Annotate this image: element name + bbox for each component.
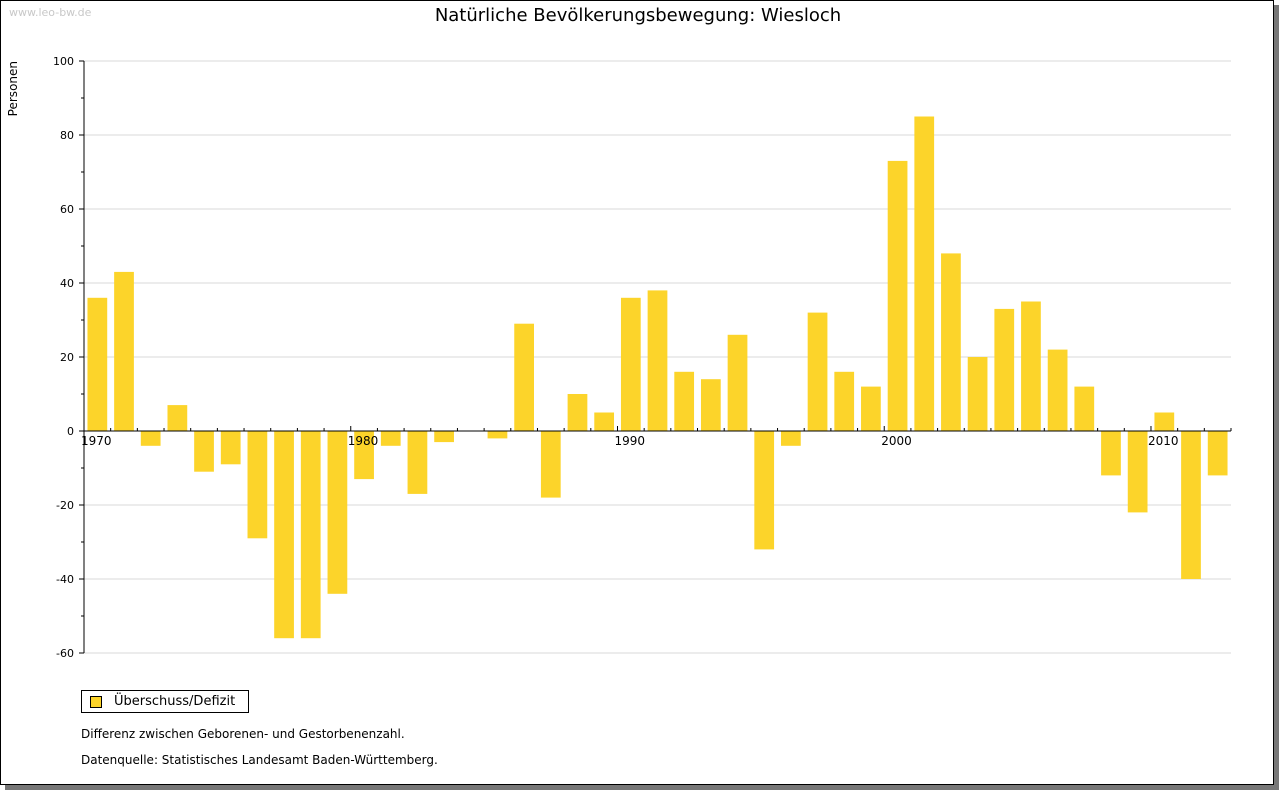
bar-2011 (1181, 431, 1201, 579)
bar-1985 (487, 431, 508, 439)
x-tick-label: 1970 (81, 434, 112, 448)
legend: Überschuss/Defizit (81, 690, 249, 713)
bar-1991 (647, 290, 668, 431)
bar-1971 (114, 271, 134, 431)
bar-1988 (567, 394, 588, 431)
bar-2005 (1021, 301, 1041, 431)
bar-2004 (994, 308, 1015, 431)
bar-1999 (861, 386, 881, 431)
bar-1993 (700, 379, 721, 431)
bar-1973 (167, 405, 188, 431)
y-axis-label: Personen (6, 61, 20, 116)
legend-label: Überschuss/Defizit (114, 694, 236, 709)
bar-2012 (1207, 431, 1228, 476)
bar-2003 (967, 357, 988, 431)
bar-1986 (514, 323, 534, 431)
bar-1990 (620, 297, 641, 431)
y-tick-label: 100 (53, 55, 74, 68)
y-tick-label: 40 (60, 277, 74, 290)
bar-1989 (594, 412, 615, 431)
chart-title: Natürliche Bevölkerungsbewegung: Wiesloc… (434, 5, 842, 26)
bar-1976 (247, 431, 268, 539)
y-tick-label: 20 (60, 351, 74, 364)
bar-2002 (941, 253, 961, 431)
y-tick-label: -40 (56, 573, 74, 586)
legend-swatch (90, 695, 102, 708)
bar-1980 (354, 431, 374, 480)
x-tick-label: 2010 (1148, 434, 1179, 448)
x-tick-label: 2000 (881, 434, 912, 448)
bar-2000 (887, 160, 908, 431)
bar-1978 (300, 431, 321, 639)
bar-1992 (674, 371, 695, 431)
bar-1983 (434, 431, 454, 443)
bar-1972 (140, 431, 161, 446)
bar-2001 (914, 116, 935, 431)
bar-1981 (380, 431, 401, 446)
bar-2007 (1074, 386, 1095, 431)
bar-2006 (1047, 349, 1068, 431)
bar-1982 (407, 431, 428, 494)
bar-1979 (327, 431, 348, 594)
bar-2010 (1154, 412, 1175, 431)
note-source: Datenquelle: Statistisches Landesamt Bad… (81, 753, 438, 767)
y-tick-label: 60 (60, 203, 74, 216)
y-tick-label: -20 (56, 499, 74, 512)
x-tick-label: 1990 (614, 434, 645, 448)
y-tick-label: 0 (67, 425, 74, 438)
y-tick-label: 80 (60, 129, 74, 142)
bar-1996 (781, 431, 801, 446)
bar-2009 (1127, 431, 1148, 513)
bar-1987 (540, 431, 561, 498)
bar-1998 (834, 371, 855, 431)
bar-1977 (274, 431, 294, 639)
x-tick-label: 1980 (348, 434, 379, 448)
bar-2008 (1101, 431, 1121, 476)
bar-1995 (754, 431, 775, 550)
bar-1994 (727, 334, 748, 431)
bar-1997 (807, 312, 828, 431)
bar-1975 (220, 431, 241, 465)
note-difference: Differenz zwischen Geborenen- und Gestor… (81, 727, 405, 741)
bar-1974 (194, 431, 214, 472)
watermark: www.leo-bw.de (9, 6, 92, 19)
bar-1970 (87, 297, 108, 431)
y-tick-label: -60 (56, 647, 74, 660)
